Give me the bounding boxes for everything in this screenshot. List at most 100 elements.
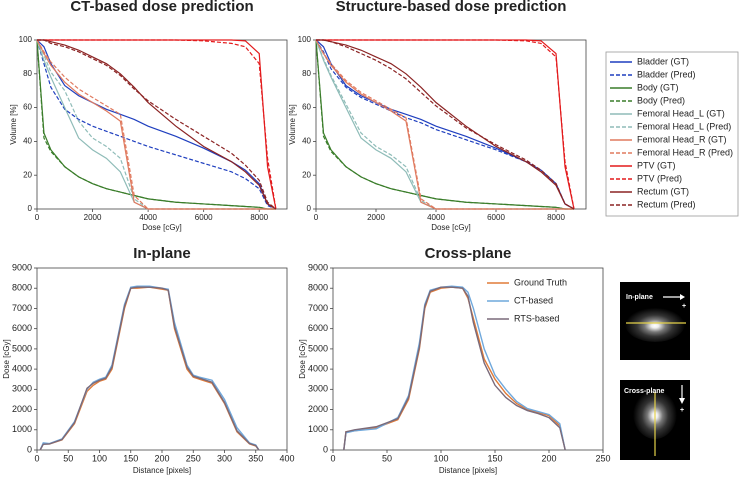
x-tick-label: 150 bbox=[123, 453, 138, 463]
series-line bbox=[315, 39, 574, 210]
x-tick-label: 350 bbox=[248, 453, 263, 463]
series-line bbox=[39, 286, 260, 451]
series-line bbox=[37, 39, 277, 210]
y-tick-label: 9000 bbox=[308, 262, 328, 272]
x-tick-label: 300 bbox=[217, 453, 232, 463]
series-line bbox=[36, 39, 277, 210]
y-tick-label: 20 bbox=[23, 170, 32, 179]
series-line bbox=[36, 39, 276, 210]
series-line bbox=[316, 39, 575, 210]
legend-label: Rectum (GT) bbox=[637, 186, 689, 196]
x-tick-label: 200 bbox=[541, 453, 556, 463]
inset-label: Cross-plane bbox=[624, 388, 665, 395]
legend-label: RTS-based bbox=[514, 313, 559, 323]
y-tick-label: 40 bbox=[23, 137, 32, 146]
y-tick-label: 20 bbox=[302, 170, 311, 179]
y-tick-label: 6000 bbox=[12, 323, 32, 333]
y-tick-label: 0 bbox=[323, 444, 328, 454]
x-tick-label: 0 bbox=[34, 453, 39, 463]
legend-label: PTV (GT) bbox=[637, 160, 676, 170]
x-tick-label: 50 bbox=[63, 453, 73, 463]
legend-box bbox=[605, 51, 739, 217]
legend-label: Femoral Head_R (Pred) bbox=[637, 147, 733, 157]
x-axis-label: Distance [pixels] bbox=[133, 466, 191, 475]
x-tick-label: 8000 bbox=[547, 213, 565, 222]
series-line bbox=[37, 39, 277, 210]
y-tick-label: 100 bbox=[19, 35, 33, 44]
x-tick-label: 4000 bbox=[427, 213, 445, 222]
x-axis-label: Dose [cGy] bbox=[142, 223, 182, 232]
y-tick-label: 6000 bbox=[308, 323, 328, 333]
x-tick-label: 0 bbox=[35, 213, 40, 222]
legend-label: Body (Pred) bbox=[637, 95, 685, 105]
y-tick-label: 1000 bbox=[308, 424, 328, 434]
y-tick-label: 2000 bbox=[12, 404, 32, 414]
series-line bbox=[343, 286, 566, 451]
y-tick-label: 3000 bbox=[308, 384, 328, 394]
y-tick-label: 7000 bbox=[308, 303, 328, 313]
y-axis-label: Volume [%] bbox=[9, 104, 18, 144]
y-tick-label: 5000 bbox=[308, 343, 328, 353]
series-line bbox=[36, 39, 277, 210]
x-tick-label: 0 bbox=[314, 213, 319, 222]
y-axis-label: Volume [%] bbox=[288, 104, 297, 144]
legend-label: Ground Truth bbox=[514, 277, 567, 287]
legend-label: Bladder (GT) bbox=[637, 56, 689, 66]
chart-title: In-plane bbox=[133, 245, 191, 262]
series-line bbox=[315, 39, 575, 210]
chart-title: Structure-based dose prediction bbox=[336, 0, 567, 15]
chart-title: CT-based dose prediction bbox=[70, 0, 253, 15]
x-tick-label: 400 bbox=[279, 453, 294, 463]
legend-label: Femoral Head_R (GT) bbox=[637, 134, 727, 144]
x-tick-label: 200 bbox=[154, 453, 169, 463]
y-tick-label: 5000 bbox=[12, 343, 32, 353]
y-tick-label: 1000 bbox=[12, 424, 32, 434]
x-tick-label: 250 bbox=[595, 453, 610, 463]
plot-frame bbox=[36, 39, 288, 210]
series-line bbox=[315, 39, 574, 210]
x-tick-label: 50 bbox=[382, 453, 392, 463]
y-tick-label: 60 bbox=[302, 103, 311, 112]
x-tick-label: 100 bbox=[433, 453, 448, 463]
y-tick-label: 8000 bbox=[12, 283, 32, 293]
y-tick-label: 80 bbox=[302, 69, 311, 78]
series-line bbox=[316, 39, 575, 210]
series-line bbox=[316, 39, 575, 210]
y-tick-label: 0 bbox=[307, 204, 312, 213]
inset-marker: + bbox=[680, 407, 684, 414]
chart-title: Cross-plane bbox=[425, 245, 512, 262]
x-tick-label: 2000 bbox=[84, 213, 102, 222]
series-line bbox=[343, 286, 566, 451]
inset-label: In-plane bbox=[626, 294, 653, 301]
series-line bbox=[36, 39, 276, 210]
legend-label: Rectum (Pred) bbox=[637, 199, 696, 209]
x-axis-label: Dose [cGy] bbox=[431, 223, 471, 232]
y-tick-label: 80 bbox=[23, 69, 32, 78]
inset-cross-plane: Cross-plane + bbox=[620, 380, 690, 460]
x-tick-label: 2000 bbox=[367, 213, 385, 222]
y-tick-label: 8000 bbox=[308, 283, 328, 293]
y-tick-label: 100 bbox=[298, 35, 312, 44]
series-line bbox=[36, 39, 276, 210]
y-tick-label: 7000 bbox=[12, 303, 32, 313]
x-tick-label: 100 bbox=[92, 453, 107, 463]
legend-label: PTV (Pred) bbox=[637, 173, 682, 183]
legend-label: Bladder (Pred) bbox=[637, 69, 696, 79]
legend-label: Femoral Head_L (Pred) bbox=[637, 121, 731, 131]
legend-label: Body (GT) bbox=[637, 82, 679, 92]
x-tick-label: 6000 bbox=[487, 213, 505, 222]
y-axis-label: Dose [cGy] bbox=[2, 339, 11, 379]
legend-label: CT-based bbox=[514, 295, 553, 305]
inset-in-plane: In-plane + bbox=[620, 282, 690, 360]
x-tick-label: 0 bbox=[330, 453, 335, 463]
x-tick-label: 250 bbox=[186, 453, 201, 463]
x-axis-label: Distance [pixels] bbox=[439, 466, 497, 475]
y-tick-label: 0 bbox=[27, 444, 32, 454]
y-tick-label: 9000 bbox=[12, 262, 32, 272]
plot-frame bbox=[332, 267, 604, 451]
series-line bbox=[315, 39, 575, 210]
series-line bbox=[315, 39, 574, 210]
y-tick-label: 2000 bbox=[308, 404, 328, 414]
y-tick-label: 3000 bbox=[12, 384, 32, 394]
